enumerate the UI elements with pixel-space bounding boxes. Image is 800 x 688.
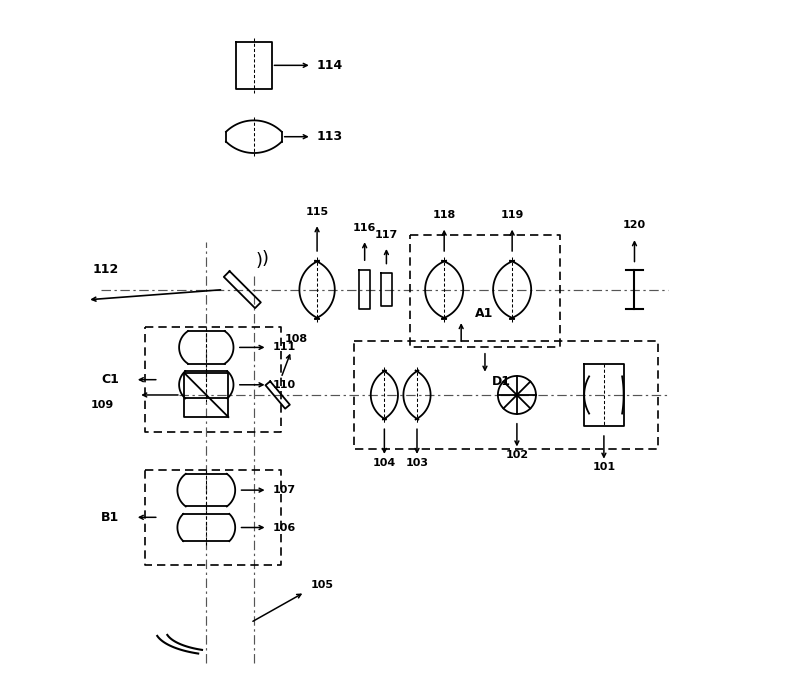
Text: 105: 105: [310, 580, 334, 590]
Text: ): ): [256, 252, 263, 270]
Text: 106: 106: [272, 522, 295, 533]
Text: 112: 112: [93, 263, 119, 276]
Text: 111: 111: [272, 343, 295, 352]
Text: 113: 113: [317, 130, 342, 143]
Text: 103: 103: [406, 458, 429, 468]
Text: 115: 115: [306, 206, 329, 217]
Text: 101: 101: [592, 462, 615, 473]
Text: 107: 107: [272, 485, 295, 495]
Text: 114: 114: [317, 59, 342, 72]
Text: 120: 120: [623, 219, 646, 230]
Text: 109: 109: [90, 400, 114, 410]
Text: 119: 119: [501, 210, 524, 220]
Text: A1: A1: [474, 307, 493, 320]
Text: 102: 102: [506, 450, 529, 460]
Text: B1: B1: [101, 510, 119, 524]
Text: 116: 116: [353, 223, 376, 233]
Text: 118: 118: [433, 210, 456, 220]
Text: 117: 117: [374, 230, 398, 240]
Text: 104: 104: [373, 458, 396, 468]
Text: 108: 108: [285, 334, 308, 344]
Text: ): ): [262, 250, 268, 268]
Text: D1: D1: [492, 375, 510, 388]
Text: C1: C1: [101, 373, 119, 386]
Text: 110: 110: [272, 380, 295, 390]
